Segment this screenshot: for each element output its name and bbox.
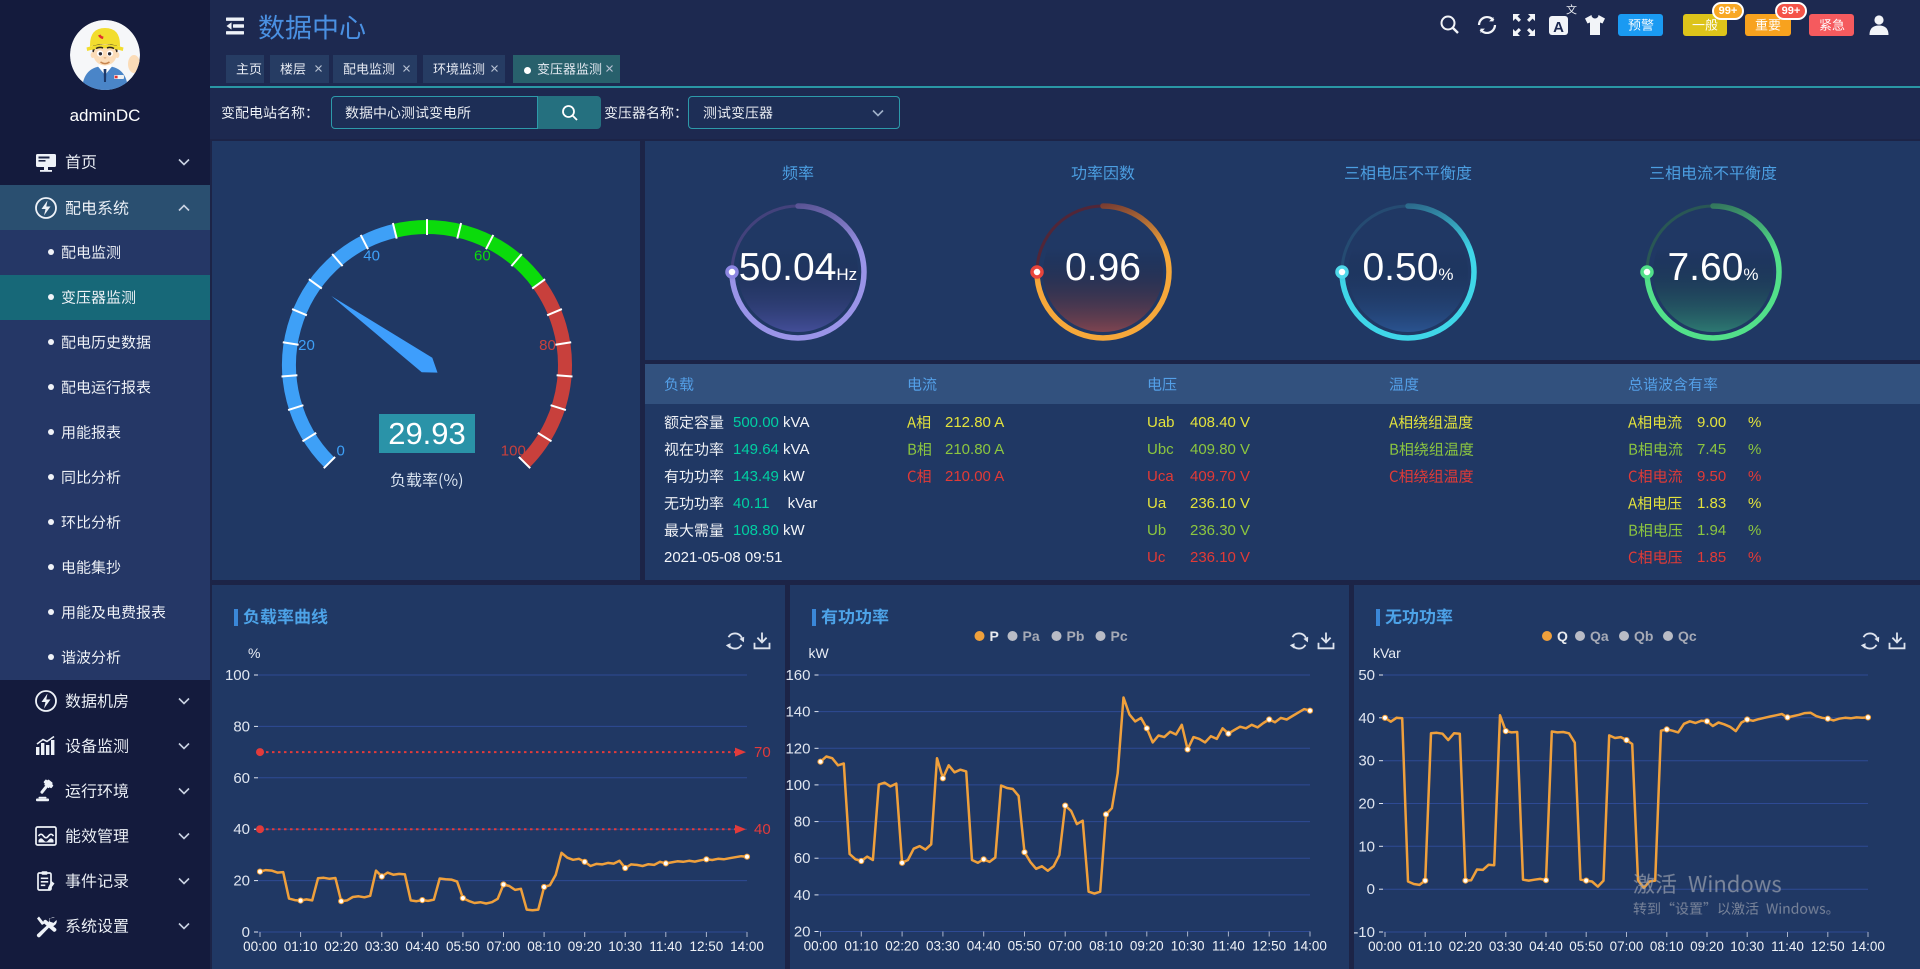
svg-text:0: 0 (337, 442, 345, 459)
svg-text:60: 60 (794, 850, 811, 867)
svg-text:80: 80 (233, 718, 250, 735)
svg-text:05:50: 05:50 (1569, 939, 1603, 954)
svg-text:12:50: 12:50 (690, 939, 724, 954)
svg-text:08:10: 08:10 (1650, 939, 1684, 954)
svg-text:12:50: 12:50 (1252, 939, 1286, 954)
svg-text:04:40: 04:40 (967, 939, 1001, 954)
svg-text:04:40: 04:40 (1529, 939, 1563, 954)
svg-text:120: 120 (785, 740, 810, 757)
svg-text:100: 100 (501, 442, 526, 459)
svg-text:09:20: 09:20 (568, 939, 602, 954)
svg-text:0: 0 (242, 924, 250, 941)
svg-text:14:00: 14:00 (1293, 939, 1327, 954)
svg-text:03:30: 03:30 (926, 939, 960, 954)
svg-text:140: 140 (785, 704, 810, 721)
svg-text:%: % (248, 645, 260, 661)
svg-text:09:20: 09:20 (1130, 939, 1164, 954)
svg-text:07:00: 07:00 (487, 939, 521, 954)
svg-text:08:10: 08:10 (527, 939, 561, 954)
svg-text:Pa: Pa (1023, 628, 1040, 644)
svg-text:70: 70 (754, 744, 771, 761)
svg-text:01:10: 01:10 (1408, 939, 1442, 954)
svg-text:10:30: 10:30 (1171, 939, 1205, 954)
svg-text:14:00: 14:00 (1851, 939, 1885, 954)
svg-text:11:40: 11:40 (1771, 939, 1804, 954)
svg-text:-10: -10 (1353, 924, 1375, 941)
svg-text:160: 160 (785, 667, 810, 684)
svg-text:29.93: 29.93 (388, 416, 466, 451)
svg-text:Pb: Pb (1067, 628, 1085, 644)
svg-text:00:00: 00:00 (243, 939, 277, 954)
svg-text:0: 0 (1367, 881, 1375, 898)
svg-text:Qb: Qb (1634, 628, 1653, 644)
svg-text:00:00: 00:00 (1368, 939, 1402, 954)
svg-text:80: 80 (794, 814, 811, 831)
svg-text:01:10: 01:10 (844, 939, 878, 954)
svg-text:40: 40 (754, 821, 771, 838)
svg-text:A: A (1553, 19, 1564, 36)
svg-text:100: 100 (785, 777, 810, 794)
svg-text:40: 40 (794, 887, 811, 904)
svg-text:80: 80 (539, 337, 556, 354)
svg-text:kVar: kVar (1373, 645, 1401, 661)
svg-text:60: 60 (233, 770, 250, 787)
svg-text:14:00: 14:00 (730, 939, 764, 954)
svg-text:Qa: Qa (1590, 628, 1609, 644)
svg-text:20: 20 (794, 924, 811, 941)
svg-text:20: 20 (233, 873, 250, 890)
svg-text:50: 50 (1358, 667, 1375, 684)
svg-text:Pc: Pc (1111, 628, 1128, 644)
svg-text:11:40: 11:40 (649, 939, 682, 954)
svg-text:kW: kW (809, 645, 830, 661)
svg-text:100: 100 (225, 667, 250, 684)
svg-text:60: 60 (474, 247, 491, 264)
svg-text:10: 10 (1358, 838, 1375, 855)
svg-text:09:20: 09:20 (1690, 939, 1724, 954)
svg-text:40: 40 (233, 821, 250, 838)
svg-text:03:30: 03:30 (365, 939, 399, 954)
svg-text:30: 30 (1358, 753, 1375, 770)
svg-text:02:20: 02:20 (1449, 939, 1483, 954)
svg-text:07:00: 07:00 (1048, 939, 1082, 954)
svg-text:20: 20 (1358, 796, 1375, 813)
svg-text:11:40: 11:40 (1212, 939, 1245, 954)
svg-text:03:30: 03:30 (1489, 939, 1523, 954)
svg-text:02:20: 02:20 (324, 939, 358, 954)
svg-text:Qc: Qc (1678, 628, 1697, 644)
svg-text:00:00: 00:00 (804, 939, 838, 954)
svg-text:01:10: 01:10 (284, 939, 318, 954)
svg-text:07:00: 07:00 (1610, 939, 1644, 954)
svg-text:10:30: 10:30 (608, 939, 642, 954)
svg-text:P: P (990, 628, 999, 644)
svg-text:05:50: 05:50 (1008, 939, 1042, 954)
svg-text:Q: Q (1557, 628, 1568, 644)
svg-text:40: 40 (363, 247, 380, 264)
svg-text:05:50: 05:50 (446, 939, 480, 954)
svg-text:10:30: 10:30 (1730, 939, 1764, 954)
svg-text:12:50: 12:50 (1811, 939, 1845, 954)
svg-text:08:10: 08:10 (1089, 939, 1123, 954)
svg-text:02:20: 02:20 (885, 939, 919, 954)
svg-text:40: 40 (1358, 710, 1375, 727)
svg-text:04:40: 04:40 (405, 939, 439, 954)
svg-text:20: 20 (298, 337, 315, 354)
